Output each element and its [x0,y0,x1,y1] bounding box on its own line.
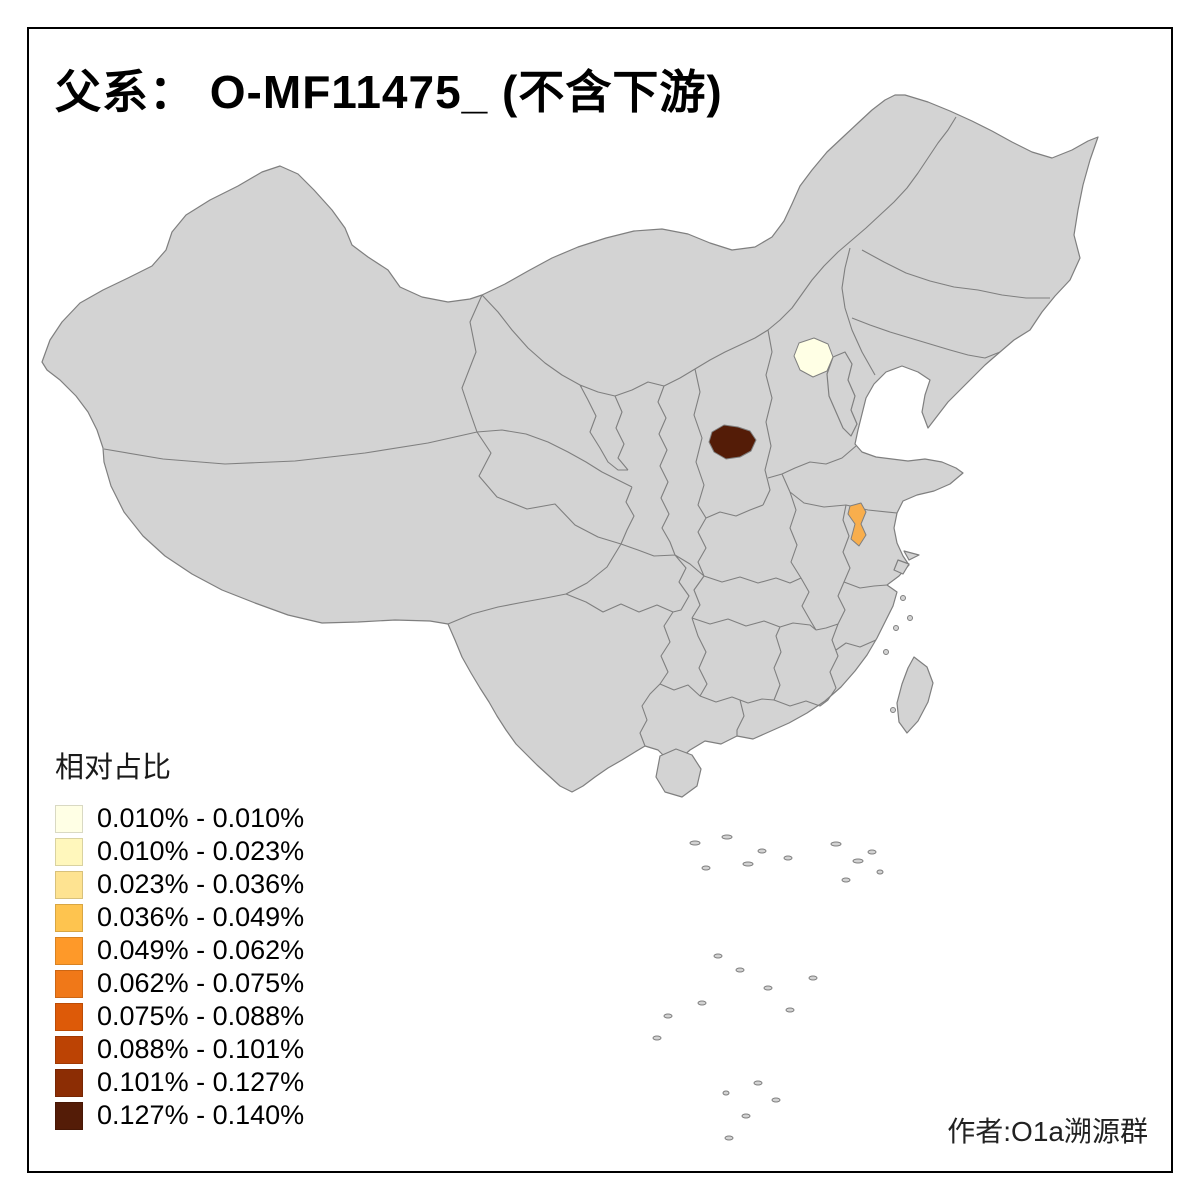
legend-class-label: 0.101% - 0.127% [97,1067,305,1097]
legend-row: 0.049% - 0.062% [55,934,304,967]
shanxi-highlight-region [708,424,757,460]
shanghai-region [893,559,910,575]
legend-class-label: 0.062% - 0.075% [97,968,305,998]
legend-swatch [55,804,83,833]
legend-swatch [55,1035,83,1064]
legend-row: 0.023% - 0.036% [55,868,304,901]
legend-class-label: 0.010% - 0.010% [97,803,305,833]
legend-title: 相对占比 [55,752,172,784]
legend-swatch [55,1002,83,1031]
attribution: 作者:O1a溯源群 [947,1116,1148,1147]
legend-row: 0.010% - 0.023% [55,835,304,868]
hainan-island [655,748,702,798]
legend-class-label: 0.023% - 0.036% [97,869,305,899]
legend-row: 0.036% - 0.049% [55,901,304,934]
chongming-island [903,550,920,561]
legend-row: 0.010% - 0.010% [55,802,304,835]
legend-class-label: 0.036% - 0.049% [97,902,305,932]
beijing-highlight-region [793,337,834,378]
legend-class-label: 0.049% - 0.062% [97,935,305,965]
legend-row: 0.075% - 0.088% [55,1000,304,1033]
legend-swatch [55,1068,83,1097]
province-borders [103,116,1050,747]
jiangsu-highlight-region [847,502,867,547]
coastal-islets [883,595,913,713]
tianjin-region [826,351,858,437]
legend-row: 0.062% - 0.075% [55,967,304,1000]
legend-row: 0.088% - 0.101% [55,1033,304,1066]
legend-class-label: 0.088% - 0.101% [97,1034,305,1064]
legend-row: 0.127% - 0.140% [55,1099,304,1132]
taiwan-island [896,656,934,734]
legend-rows: 0.010% - 0.010% 0.010% - 0.023% 0.023% - 0… [55,802,304,1132]
legend-swatch [55,969,83,998]
legend-row: 0.101% - 0.127% [55,1066,304,1099]
figure-title: 父系： O-MF11475_ (不含下游) [55,66,723,118]
legend-class-label: 0.010% - 0.023% [97,836,305,866]
legend-swatch [55,837,83,866]
south-china-sea-islets [652,834,884,1141]
legend-swatch [55,870,83,899]
legend-class-label: 0.127% - 0.140% [97,1100,305,1130]
legend-swatch [55,903,83,932]
legend-class-label: 0.075% - 0.088% [97,1001,305,1031]
legend-swatch [55,1101,83,1130]
legend-swatch [55,936,83,965]
legend: 相对占比 0.010% - 0.010% 0.010% - 0.023% 0.023… [55,744,304,1132]
china-mainland [41,94,1099,793]
